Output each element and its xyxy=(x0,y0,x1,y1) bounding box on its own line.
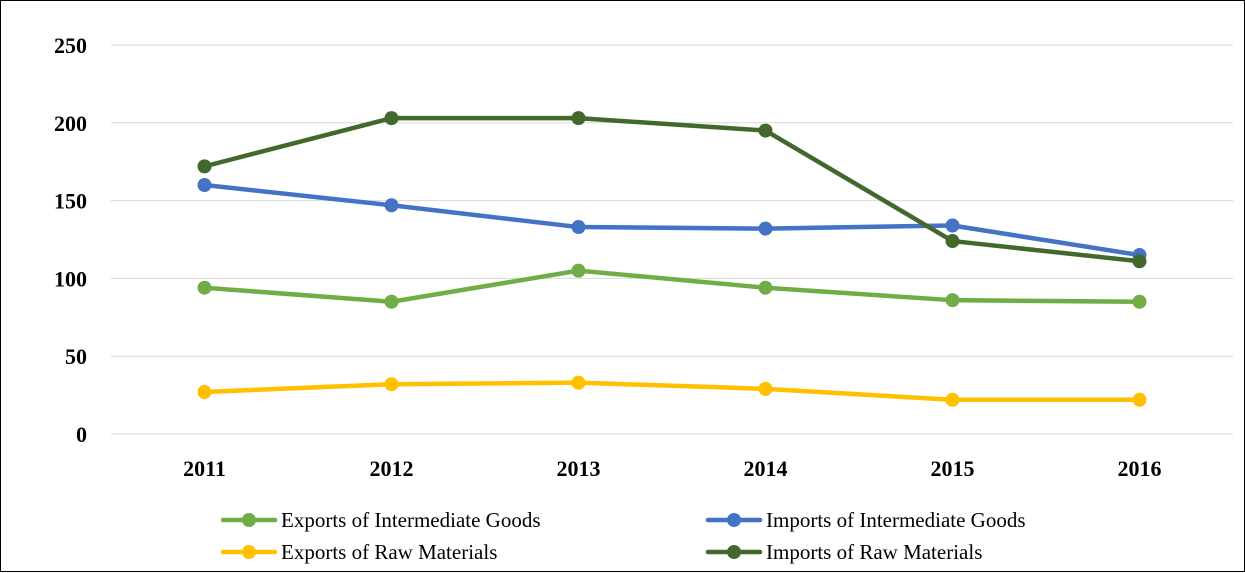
legend-label: Exports of Raw Materials xyxy=(281,540,497,564)
data-point xyxy=(571,375,586,390)
x-tick-label: 2012 xyxy=(370,456,414,481)
y-axis-tick-labels: 0 50 100 150 200 250 xyxy=(54,33,87,447)
data-point xyxy=(384,198,399,213)
y-tick-label: 250 xyxy=(54,33,87,58)
data-point xyxy=(945,218,960,233)
x-tick-label: 2013 xyxy=(557,456,601,481)
x-tick-label: 2015 xyxy=(931,456,975,481)
series-exports-of-raw-materials xyxy=(197,375,1147,407)
y-tick-label: 200 xyxy=(54,111,87,136)
legend-swatch-marker xyxy=(242,545,256,559)
legend: Exports of Intermediate Goods Imports of … xyxy=(220,508,1026,564)
data-point xyxy=(197,280,212,295)
legend-label: Exports of Intermediate Goods xyxy=(281,508,541,532)
data-point xyxy=(1132,392,1147,407)
legend-item-exports-of-intermediate-goods: Exports of Intermediate Goods xyxy=(220,508,541,532)
data-point xyxy=(945,293,960,308)
data-point xyxy=(1132,294,1147,309)
y-tick-label: 150 xyxy=(54,189,87,214)
data-point xyxy=(758,221,773,236)
data-point xyxy=(571,263,586,278)
x-tick-label: 2014 xyxy=(744,456,788,481)
series-imports-of-intermediate-goods xyxy=(197,178,1147,263)
y-tick-label: 100 xyxy=(54,266,87,291)
data-point xyxy=(758,381,773,396)
legend-label: Imports of Intermediate Goods xyxy=(766,508,1026,532)
x-tick-label: 2016 xyxy=(1118,456,1162,481)
legend-swatch-marker xyxy=(727,513,741,527)
legend-item-imports-of-raw-materials: Imports of Raw Materials xyxy=(705,540,982,564)
x-axis-tick-labels: 2011 2012 2013 2014 2015 2016 xyxy=(183,456,1161,481)
series-line xyxy=(202,380,1142,403)
legend-label: Imports of Raw Materials xyxy=(766,540,982,564)
data-point xyxy=(571,111,586,126)
data-point xyxy=(384,111,399,126)
series-line xyxy=(202,182,1142,258)
data-point xyxy=(571,220,586,235)
data-point xyxy=(758,280,773,295)
data-point xyxy=(197,159,212,174)
y-tick-label: 0 xyxy=(76,422,87,447)
data-point xyxy=(1132,254,1147,269)
data-point xyxy=(197,178,212,193)
legend-item-imports-of-intermediate-goods: Imports of Intermediate Goods xyxy=(705,508,1026,532)
data-point xyxy=(197,384,212,399)
data-point xyxy=(758,123,773,138)
data-point xyxy=(945,392,960,407)
data-point xyxy=(945,234,960,249)
series-imports-of-raw-materials xyxy=(197,111,1147,269)
series-lines xyxy=(197,111,1147,407)
legend-swatch-marker xyxy=(242,513,256,527)
legend-item-exports-of-raw-materials: Exports of Raw Materials xyxy=(220,540,497,564)
y-tick-label: 50 xyxy=(65,344,87,369)
series-exports-of-intermediate-goods xyxy=(197,263,1147,309)
series-line xyxy=(202,115,1142,264)
gridlines xyxy=(111,44,1233,435)
data-point xyxy=(384,294,399,309)
x-tick-label: 2011 xyxy=(183,456,226,481)
data-point xyxy=(384,377,399,392)
legend-swatch-marker xyxy=(727,545,741,559)
series-line xyxy=(202,268,1142,304)
